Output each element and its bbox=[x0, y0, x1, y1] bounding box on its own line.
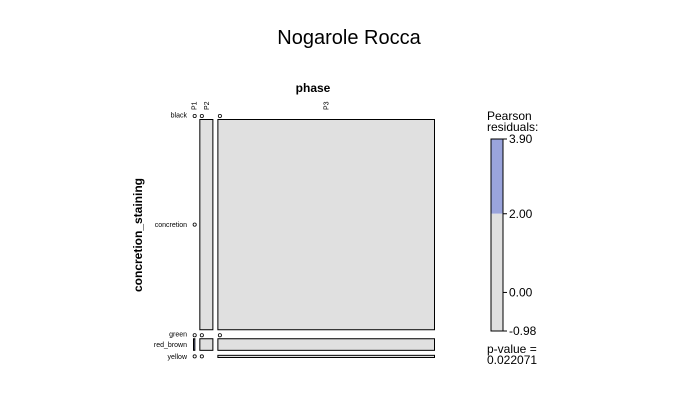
tile-p1-black-empty bbox=[192, 114, 197, 119]
tile-p3-red-brown bbox=[217, 338, 435, 351]
tile-p3-black-empty bbox=[217, 114, 222, 119]
mosaic-tiles bbox=[192, 114, 435, 359]
x-tick-label-p3: P3 bbox=[324, 101, 331, 110]
tile-p2-red-brown bbox=[199, 338, 214, 351]
tile-p2-black-empty bbox=[199, 114, 204, 119]
tile-p3-concretion bbox=[217, 119, 435, 331]
tile-p3-green-empty bbox=[217, 333, 222, 338]
pvalue-value: 0.022071 bbox=[487, 353, 537, 367]
x-axis-label: phase bbox=[296, 81, 331, 95]
legend-frame bbox=[490, 138, 504, 332]
legend-tick-label-3: -0.98 bbox=[509, 324, 537, 338]
y-tick-label-green: green bbox=[169, 332, 187, 339]
tile-p1-red-brown bbox=[193, 338, 196, 351]
tile-p2-green-empty bbox=[199, 333, 204, 338]
pvalue-label: p-value = bbox=[487, 342, 537, 356]
x-tick-labels: P1 P2 P3 bbox=[192, 101, 331, 110]
legend-color-bar bbox=[490, 138, 504, 332]
chart-title: Nogarole Rocca bbox=[277, 27, 421, 49]
tile-p2-yellow-empty bbox=[199, 354, 204, 359]
y-tick-label-yellow: yellow bbox=[168, 354, 188, 361]
legend-tick-label-0: 3.90 bbox=[509, 132, 533, 146]
x-tick-label-p2: P2 bbox=[204, 101, 211, 110]
y-tick-label-concretion: concretion bbox=[155, 222, 187, 229]
tile-p3-yellow bbox=[217, 354, 435, 358]
legend-ticks: 3.90 2.00 0.00 -0.98 bbox=[503, 132, 537, 338]
x-tick-label-p1: P1 bbox=[192, 101, 199, 110]
legend-positive-band bbox=[491, 139, 503, 214]
tile-p2-concretion bbox=[199, 119, 214, 331]
y-axis-label: concretion_staining bbox=[131, 178, 145, 292]
legend-tick-label-2: 0.00 bbox=[509, 285, 533, 299]
legend: Pearson residuals: 3.90 2.00 0.00 -0.98 p-v… bbox=[487, 109, 538, 367]
legend-tick-label-1: 2.00 bbox=[509, 207, 533, 221]
legend-title-line-2: residuals: bbox=[487, 120, 538, 134]
tile-p1-yellow-empty bbox=[192, 354, 197, 359]
y-tick-label-red-brown: red_brown bbox=[154, 342, 187, 349]
legend-neutral-band bbox=[491, 213, 503, 331]
tile-p1-green-empty bbox=[192, 333, 197, 338]
tile-p1-concretion-empty bbox=[192, 222, 197, 227]
legend-title-line-1: Pearson bbox=[487, 109, 532, 123]
y-tick-label-black: black bbox=[171, 113, 188, 120]
